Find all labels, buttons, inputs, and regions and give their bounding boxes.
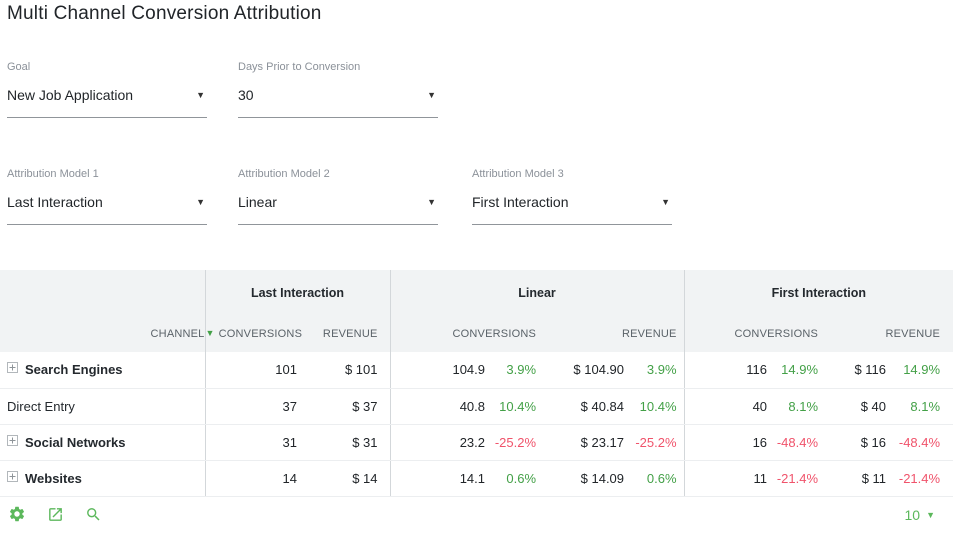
- days-prior-label: Days Prior to Conversion: [238, 61, 361, 73]
- settings-icon[interactable]: [8, 505, 26, 523]
- first-conversions-column-header[interactable]: CONVERSIONS: [683, 315, 823, 352]
- channel-name: Websites: [25, 470, 82, 486]
- linear-revenue-change: 3.9%: [629, 352, 685, 389]
- expand-plus-icon[interactable]: [7, 362, 18, 374]
- last-conversions-value: 37: [204, 388, 302, 425]
- linear-revenue-change: -25.2%: [629, 424, 685, 461]
- linear-conversions-change: -25.2%: [490, 424, 541, 461]
- last-revenue-value: $ 37: [302, 388, 391, 425]
- linear-conversions-change: 0.6%: [490, 460, 541, 497]
- model-group-header-row: Last Interaction Linear First Interactio…: [0, 270, 953, 315]
- days-prior-dropdown[interactable]: Days Prior to Conversion 30 ▼: [238, 61, 438, 118]
- last-revenue-value: $ 31: [302, 424, 391, 461]
- linear-revenue-column-header[interactable]: REVENUE: [621, 327, 677, 340]
- last-conversions-value: 101: [204, 352, 302, 389]
- attribution-table: Last Interaction Linear First Interactio…: [0, 270, 953, 497]
- linear-conversions-value: 40.8: [389, 388, 491, 425]
- first-conversions-change: -48.4%: [772, 424, 823, 461]
- last-revenue-value: $ 101: [302, 352, 391, 389]
- last-conversions-value: 14: [204, 460, 302, 497]
- attribution-model-2-value: Linear: [238, 194, 277, 210]
- page-title: Multi Channel Conversion Attribution: [7, 3, 322, 24]
- table-row-direct-entry: Direct Entry 37 $ 37 40.8 10.4% $ 40.84 …: [0, 388, 953, 425]
- attribution-model-3-value: First Interaction: [472, 194, 569, 210]
- linear-conversions-value: 14.1: [389, 460, 491, 497]
- footer-toolbar: [8, 505, 102, 523]
- linear-conversions-column-header[interactable]: CONVERSIONS: [389, 315, 541, 352]
- group-header-linear: Linear: [389, 270, 685, 315]
- linear-conversions-value: 23.2: [389, 424, 491, 461]
- linear-revenue-value: $ 23.17: [540, 424, 630, 461]
- goal-dropdown[interactable]: Goal New Job Application ▼: [7, 61, 207, 118]
- linear-conversions-change: 3.9%: [490, 352, 541, 389]
- attribution-model-2-dropdown[interactable]: Attribution Model 2 Linear ▼: [238, 168, 438, 225]
- first-conversions-change: 8.1%: [772, 388, 823, 425]
- table-row-social-networks: Social Networks 31 $ 31 23.2 -25.2% $ 23…: [0, 424, 953, 461]
- group-header-last-interaction: Last Interaction: [204, 270, 391, 315]
- channel-cell[interactable]: Websites: [0, 460, 205, 497]
- page-size-value: 10: [904, 507, 921, 523]
- linear-revenue-value: $ 14.09: [540, 460, 630, 497]
- search-icon[interactable]: [85, 506, 102, 523]
- first-revenue-value: $ 40: [822, 388, 892, 425]
- table-row-websites: Websites 14 $ 14 14.1 0.6% $ 14.09 0.6% …: [0, 460, 953, 497]
- sort-desc-icon: ▼: [205, 327, 215, 338]
- channel-name: Direct Entry: [7, 398, 75, 414]
- first-revenue-column-header[interactable]: REVENUE: [885, 327, 941, 340]
- first-conversions-value: 16: [683, 424, 773, 461]
- chevron-down-icon: ▼: [427, 90, 436, 100]
- channel-column-header[interactable]: CHANNEL: [150, 327, 205, 340]
- channel-cell[interactable]: Direct Entry: [0, 388, 205, 425]
- linear-revenue-change: 0.6%: [629, 460, 685, 497]
- linear-revenue-value: $ 104.90: [540, 352, 630, 389]
- attribution-model-1-dropdown[interactable]: Attribution Model 1 Last Interaction ▼: [7, 168, 207, 225]
- first-conversions-value: 116: [683, 352, 773, 389]
- group-header-first-interaction: First Interaction: [683, 270, 953, 315]
- last-revenue-column-header[interactable]: REVENUE: [322, 327, 378, 340]
- chevron-down-icon: ▼: [661, 197, 670, 207]
- linear-conversions-value: 104.9: [389, 352, 491, 389]
- goal-value: New Job Application: [7, 87, 134, 103]
- attribution-model-2-label: Attribution Model 2: [238, 168, 330, 180]
- first-conversions-change: 14.9%: [772, 352, 823, 389]
- first-revenue-value: $ 16: [822, 424, 892, 461]
- channel-cell[interactable]: Search Engines: [0, 352, 205, 389]
- linear-conversions-change: 10.4%: [490, 388, 541, 425]
- table-row-search-engines: Search Engines 101 $ 101 104.9 3.9% $ 10…: [0, 352, 953, 389]
- chevron-down-icon: ▼: [926, 510, 935, 520]
- attribution-model-1-value: Last Interaction: [7, 194, 103, 210]
- last-conversions-column-header[interactable]: ▼ CONVERSIONS: [204, 315, 302, 352]
- last-revenue-value: $ 14: [302, 460, 391, 497]
- channel-group-spacer: [0, 270, 205, 315]
- chevron-down-icon: ▼: [427, 197, 436, 207]
- column-header-row: CHANNEL ▼ CONVERSIONS REVENUE CONVERSIONS…: [0, 315, 953, 352]
- last-conversions-value: 31: [204, 424, 302, 461]
- days-prior-value: 30: [238, 87, 254, 103]
- page-size-selector[interactable]: 10 ▼: [905, 507, 936, 523]
- attribution-model-3-label: Attribution Model 3: [472, 168, 564, 180]
- attribution-model-1-label: Attribution Model 1: [7, 168, 99, 180]
- first-revenue-change: -21.4%: [891, 460, 953, 497]
- channel-cell[interactable]: Social Networks: [0, 424, 205, 461]
- first-revenue-change: -48.4%: [891, 424, 953, 461]
- expand-plus-icon[interactable]: [7, 470, 18, 482]
- first-revenue-change: 8.1%: [891, 388, 953, 425]
- chevron-down-icon: ▼: [196, 90, 205, 100]
- first-conversions-value: 40: [683, 388, 773, 425]
- first-conversions-change: -21.4%: [772, 460, 823, 497]
- expand-plus-icon[interactable]: [7, 434, 18, 446]
- goal-label: Goal: [7, 61, 31, 73]
- first-revenue-value: $ 116: [822, 352, 892, 389]
- export-icon[interactable]: [47, 506, 64, 523]
- linear-revenue-change: 10.4%: [629, 388, 685, 425]
- first-revenue-change: 14.9%: [891, 352, 953, 389]
- channel-name: Search Engines: [25, 362, 123, 378]
- first-conversions-value: 11: [683, 460, 773, 497]
- linear-revenue-value: $ 40.84: [540, 388, 630, 425]
- chevron-down-icon: ▼: [196, 197, 205, 207]
- channel-name: Social Networks: [25, 434, 126, 450]
- first-revenue-value: $ 11: [822, 460, 892, 497]
- attribution-model-3-dropdown[interactable]: Attribution Model 3 First Interaction ▼: [472, 168, 672, 225]
